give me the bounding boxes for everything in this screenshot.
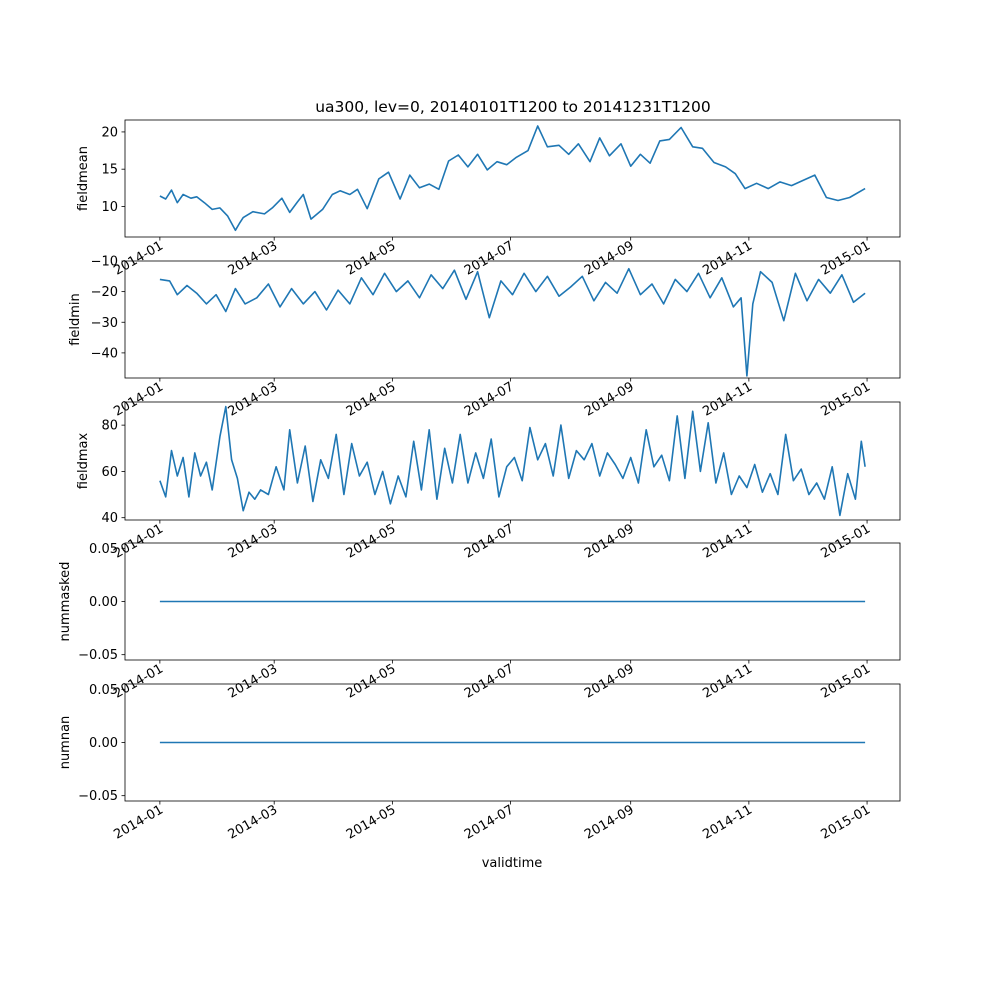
y-axis-label-fieldmax: fieldmax bbox=[76, 433, 91, 490]
y-tick-label: −30 bbox=[91, 316, 118, 331]
y-tick-label: 40 bbox=[101, 511, 118, 526]
y-tick-label: 10 bbox=[101, 200, 118, 215]
y-tick-label: −0.05 bbox=[78, 648, 118, 663]
y-tick-label: −40 bbox=[91, 346, 118, 361]
y-axis-label-fieldmin: fieldmin bbox=[68, 293, 83, 346]
fieldmin-series-line bbox=[159, 267, 866, 377]
x-axis-label: validtime bbox=[482, 856, 543, 871]
y-axis-label-nummasked: nummasked bbox=[58, 562, 73, 642]
y-tick-label: 15 bbox=[101, 163, 118, 178]
y-tick-label: 0.00 bbox=[89, 595, 118, 610]
y-tick-label: −20 bbox=[91, 285, 118, 300]
y-tick-label: 60 bbox=[101, 465, 118, 480]
fieldmax-series-line bbox=[159, 405, 866, 517]
y-tick-label: −10 bbox=[91, 255, 118, 270]
y-axis-label-numnan: numnan bbox=[58, 716, 73, 770]
figure-title: ua300, lev=0, 20140101T1200 to 20141231T… bbox=[315, 98, 711, 116]
y-tick-label: 0.05 bbox=[89, 683, 118, 698]
y-tick-label: 20 bbox=[101, 125, 118, 140]
fieldmean-series-line bbox=[159, 125, 866, 232]
fieldmean-axes-frame bbox=[124, 119, 901, 238]
fieldmin-axes-frame bbox=[124, 260, 901, 379]
y-tick-label: 0.05 bbox=[89, 542, 118, 557]
y-tick-label: 0.00 bbox=[89, 736, 118, 751]
y-tick-label: −0.05 bbox=[78, 789, 118, 804]
y-axis-label-fieldmean: fieldmean bbox=[76, 146, 91, 211]
fieldmax-axes-frame bbox=[124, 401, 901, 521]
y-tick-label: 80 bbox=[101, 419, 118, 434]
